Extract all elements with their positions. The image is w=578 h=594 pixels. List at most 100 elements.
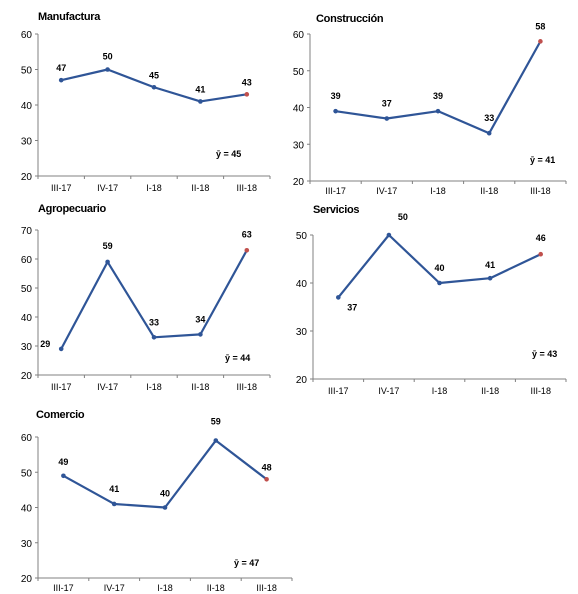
chart-title: Agropecuario [38, 203, 106, 215]
y-tick-label: 50 [21, 468, 33, 479]
y-tick-label: 50 [21, 284, 33, 295]
data-label: 48 [262, 462, 272, 472]
data-point [486, 130, 492, 136]
data-label: 29 [40, 339, 50, 349]
data-point [538, 39, 543, 44]
data-point [105, 67, 110, 72]
y-tick-label: 50 [293, 67, 305, 78]
y-tick-label: 50 [296, 231, 308, 242]
x-tick-label: I-18 [430, 186, 446, 196]
x-tick-label: III-18 [530, 186, 551, 196]
y-tick-label: 30 [21, 539, 33, 550]
data-point [61, 473, 66, 479]
data-label: 47 [56, 63, 66, 73]
x-tick-label: III-17 [325, 186, 346, 196]
data-label: 63 [242, 229, 252, 239]
x-tick-label: I-18 [146, 183, 162, 193]
data-point [244, 92, 250, 97]
y-tick-label: 40 [293, 104, 305, 115]
x-tick-label: I-18 [146, 382, 162, 392]
y-tick-label: 20 [21, 371, 33, 382]
data-point [437, 280, 442, 286]
chart-panel-1: Manufactura 20 30 40 50 60 III-17 IV-17 I-18 II-1… [21, 11, 271, 193]
data-point [336, 295, 341, 300]
x-tick-label: III-18 [237, 183, 258, 193]
data-point [198, 332, 203, 337]
y-tick-label: 40 [21, 504, 33, 515]
data-point [105, 259, 110, 265]
data-label: 59 [103, 241, 113, 251]
data-point [487, 275, 493, 281]
y-tick-label: 20 [21, 172, 33, 183]
x-tick-label: IV-17 [104, 583, 125, 593]
y-tick-label: 20 [293, 177, 305, 188]
x-tick-label: III-17 [51, 382, 72, 392]
data-point [58, 346, 64, 352]
chart-panel-3: Agropecuario 20 30 40 50 60 70 III-17 IV-17 I-18 I… [21, 203, 271, 392]
data-label: 34 [195, 314, 205, 324]
y-tick-label: 40 [21, 101, 33, 112]
data-label: 40 [160, 489, 170, 499]
x-tick-label: III-18 [530, 386, 551, 396]
x-tick-label: III-17 [328, 386, 349, 396]
data-point [435, 108, 441, 114]
y-tick-label: 20 [296, 375, 308, 386]
chart-title: Manufactura [38, 11, 101, 23]
y-tick-label: 30 [293, 140, 305, 151]
data-label: 37 [382, 99, 392, 109]
data-label: 41 [195, 84, 205, 94]
data-point [384, 116, 390, 121]
x-tick-label: II-18 [207, 583, 225, 593]
series-line [60, 249, 248, 350]
mean-annotation: ȳ = 47 [234, 558, 259, 568]
data-label: 39 [433, 91, 443, 101]
x-tick-label: III-17 [51, 183, 72, 193]
x-tick-label: IV-17 [378, 386, 399, 396]
data-label: 37 [347, 302, 357, 312]
chart-title: Comercio [36, 409, 85, 421]
y-tick-label: 30 [21, 137, 33, 148]
x-tick-label: III-17 [53, 583, 74, 593]
data-label: 43 [242, 77, 252, 87]
y-tick-label: 20 [21, 574, 33, 585]
data-label: 33 [484, 113, 494, 123]
data-label: 41 [485, 260, 495, 270]
data-point [386, 232, 392, 238]
y-tick-label: 30 [21, 342, 33, 353]
data-label: 33 [149, 317, 159, 327]
series-line [335, 40, 542, 135]
y-tick-label: 30 [296, 327, 308, 338]
chart-title: Construcción [316, 13, 384, 25]
data-label: 39 [331, 91, 341, 101]
x-tick-label: IV-17 [97, 382, 118, 392]
y-tick-label: 40 [21, 313, 33, 324]
data-point [58, 77, 64, 83]
x-tick-label: III-18 [256, 583, 277, 593]
x-tick-label: II-18 [191, 183, 209, 193]
data-point [538, 251, 543, 257]
data-point [244, 248, 250, 253]
data-point [264, 477, 269, 482]
mean-annotation: ȳ = 43 [532, 349, 557, 359]
data-label: 41 [109, 484, 119, 494]
data-point [151, 84, 157, 90]
mean-annotation: ȳ = 44 [225, 353, 250, 363]
x-tick-label: I-18 [432, 386, 448, 396]
data-point [151, 335, 157, 340]
x-tick-label: I-18 [157, 583, 173, 593]
data-point [198, 99, 203, 104]
data-label: 59 [211, 417, 221, 427]
mean-annotation: ȳ = 45 [216, 149, 241, 159]
x-tick-label: II-18 [481, 386, 499, 396]
y-tick-label: 40 [296, 279, 308, 290]
data-label: 40 [434, 263, 444, 273]
data-point [333, 108, 338, 114]
data-label: 58 [535, 21, 545, 31]
x-tick-label: II-18 [480, 186, 498, 196]
y-tick-label: 60 [293, 30, 305, 41]
chart-title: Servicios [313, 204, 359, 216]
data-point [111, 501, 117, 507]
y-tick-label: 60 [21, 255, 33, 266]
data-label: 50 [103, 52, 113, 62]
